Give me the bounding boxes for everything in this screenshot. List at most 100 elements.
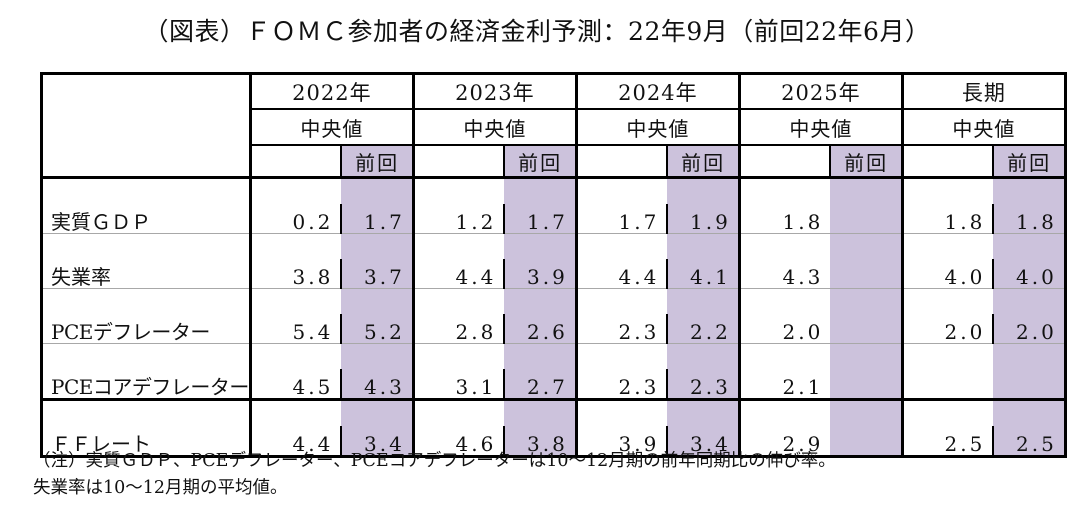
previous-value-cell: 4.1	[666, 259, 741, 289]
median-spacer	[902, 400, 993, 427]
median-value-cell: 2.3	[576, 369, 668, 401]
median-value-cell: 1.8	[739, 204, 831, 234]
median-header-3: 中央値	[576, 109, 741, 146]
previous-spacer	[341, 177, 415, 204]
median-value-cell: 4.3	[739, 259, 831, 289]
median-spacer	[739, 344, 830, 370]
median-spacer	[250, 344, 341, 370]
median-value-cell: 4.0	[902, 259, 994, 289]
previous-value-cell: 1.7	[503, 204, 578, 234]
previous-spacer	[504, 177, 578, 204]
median-spacer	[902, 344, 993, 370]
median-spacer	[576, 344, 667, 370]
previous-value-cell: 4.3	[340, 369, 415, 401]
median-value-cell: 5.4	[250, 314, 342, 344]
median-spacer	[902, 289, 993, 315]
previous-spacer	[504, 399, 578, 426]
previous-spacer	[504, 343, 578, 369]
median-value-cell: 1.7	[576, 204, 668, 234]
median-spacer	[413, 400, 504, 427]
median-value-cell: 1.2	[413, 204, 505, 234]
header-median-row: 中央値 中央値 中央値 中央値 中央値	[42, 109, 1067, 146]
previous-spacer	[993, 399, 1067, 426]
previous-value-cell: 2.0	[992, 314, 1067, 344]
median-value-cell: 4.5	[250, 369, 342, 401]
median-spacer	[413, 289, 504, 315]
median-value-cell: 3.8	[250, 259, 342, 289]
table-row: 実質ＧＤＰ 0.2 1.7 1.2 1.7 1.7 1.9 1.8 1.8 1.8	[41, 204, 1067, 234]
median-value-cell: 2.0	[739, 314, 831, 344]
median-spacer	[902, 178, 993, 205]
median-spacer	[739, 234, 830, 260]
previous-header-5: 前回	[992, 145, 1067, 179]
previous-spacer	[667, 288, 741, 314]
previous-value-cell: 2.3	[666, 369, 741, 401]
previous-value-cell	[830, 204, 904, 234]
median-value-cell: 3.1	[413, 369, 505, 401]
row-label: PCEコアデフレーター	[41, 369, 252, 401]
median-spacer	[413, 234, 504, 260]
median-spacer	[739, 289, 830, 315]
median-value-cell: 2.9	[782, 432, 824, 456]
footnote-line-2: 失業率は10～12月期の平均値。	[33, 478, 288, 499]
table-row-spacer	[41, 177, 1067, 205]
previous-spacer	[830, 177, 904, 204]
previous-value-cell: 1.8	[992, 204, 1067, 234]
previous-value-cell: 3.8	[503, 426, 578, 457]
table-row: ＦＦレート 4.4 3.4 4.6 3.8 3.9 3.4 2.9 2.5 2.5	[41, 426, 1067, 457]
previous-value-cell: 2.2	[666, 314, 741, 344]
prev-gap-cell	[413, 145, 505, 179]
footnotes: （注）実質ＧＤＰ、PCEデフレーター、PCEコアデフレーターは10～12月期の前…	[33, 448, 836, 502]
previous-header-4: 前回	[829, 145, 904, 179]
median-spacer	[413, 344, 504, 370]
median-value-cell: 0.2	[250, 204, 342, 234]
previous-value-cell: 3.9	[503, 259, 578, 289]
previous-value-cell	[830, 259, 904, 289]
previous-value-cell: 2.7	[503, 369, 578, 401]
median-value-cell: 2.0	[902, 314, 994, 344]
previous-spacer	[667, 343, 741, 369]
previous-spacer	[341, 399, 415, 426]
previous-spacer	[667, 177, 741, 204]
figure-title: （図表）ＦＯＭＣ参加者の経済金利予測：22年9月（前回22年6月）	[143, 17, 931, 46]
header-previous-row: 前回 前回 前回 前回 前回	[42, 145, 1067, 179]
median-value-cell: 4.6	[455, 432, 497, 456]
median-spacer	[739, 400, 830, 427]
previous-spacer	[341, 233, 415, 259]
row-label: PCEデフレーター	[41, 314, 252, 344]
previous-value-cell: 1.9	[666, 204, 741, 234]
previous-spacer	[993, 288, 1067, 314]
table-row: 失業率 3.8 3.7 4.4 3.9 4.4 4.1 4.3 4.0 4.0	[41, 259, 1067, 289]
median-value-cell: 2.5	[944, 432, 986, 456]
previous-value-cell: 3.4	[340, 426, 415, 457]
previous-value-cell	[993, 369, 1067, 401]
row-label-spacer	[41, 399, 252, 426]
previous-value-cell: 2.6	[503, 314, 578, 344]
median-value-cell: 3.9	[618, 432, 660, 456]
corner-cell	[41, 73, 252, 179]
previous-spacer	[993, 233, 1067, 259]
table-row-spacer	[41, 343, 1067, 370]
forecast-table-container: 2022年 2023年 2024年 2025年 長期 中央値 中央値 中央値 中央値 中央値 前回 前…	[40, 72, 1067, 458]
previous-value-cell: 4.0	[992, 259, 1067, 289]
header-year-row: 2022年 2023年 2024年 2025年 長期	[41, 73, 1067, 179]
median-value-cell: 4.4	[292, 432, 334, 456]
year-header-4: 2025年	[739, 73, 904, 110]
table-row-spacer	[41, 288, 1067, 315]
previous-spacer	[830, 343, 904, 369]
year-header-5: 長期	[902, 73, 1067, 110]
median-value-cell: 4.4	[413, 259, 505, 289]
previous-spacer	[667, 399, 741, 426]
previous-value-cell: 3.7	[340, 259, 415, 289]
median-spacer	[250, 400, 341, 427]
median-spacer	[250, 234, 341, 260]
previous-value-cell: 1.7	[340, 204, 415, 234]
row-label-spacer	[41, 343, 252, 369]
previous-spacer	[667, 233, 741, 259]
prev-gap-cell	[739, 145, 831, 179]
previous-spacer	[504, 288, 578, 314]
median-spacer	[250, 289, 341, 315]
table-row-spacer	[41, 399, 1067, 427]
median-spacer	[576, 234, 667, 260]
previous-spacer	[830, 233, 904, 259]
